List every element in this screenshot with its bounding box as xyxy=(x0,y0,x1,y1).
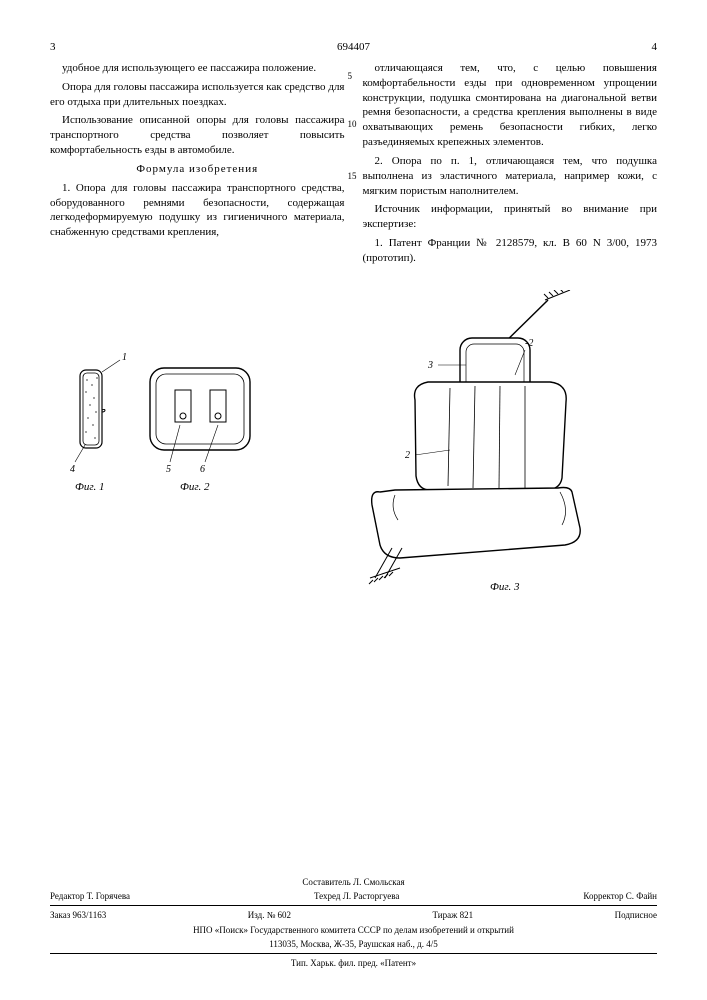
footer-editor: Редактор Т. Горячева xyxy=(50,890,130,902)
line-marker-15: 15 xyxy=(348,170,357,182)
fig3-ref3: 3 xyxy=(427,360,433,371)
formula-title: Формула изобретения xyxy=(50,162,345,177)
document-number: 694407 xyxy=(70,40,637,55)
text-columns: удобное для использующего ее пассажира п… xyxy=(50,61,657,270)
footer-tip: Тип. Харьк. фил. пред. «Патент» xyxy=(50,956,657,970)
left-column: удобное для использующего ее пассажира п… xyxy=(50,61,345,270)
right-p2: 2. Опора по п. 1, отличающаяся тем, что … xyxy=(363,154,658,199)
footer-address: 113035, Москва, Ж-35, Раушская наб., д. … xyxy=(50,937,657,951)
right-column: отличающаяся тем, что, с целью повышения… xyxy=(363,61,658,270)
left-p1: удобное для использующего ее пассажира п… xyxy=(50,61,345,76)
figure-1: 1 4 Фиг. 1 xyxy=(70,352,127,493)
fig2-ref6: 6 xyxy=(200,464,205,475)
fig2-ref5: 5 xyxy=(166,464,171,475)
left-p4: 1. Опора для головы пассажира транспортн… xyxy=(50,181,345,240)
right-p4: 1. Патент Франции № 2128579, кл. B 60 N … xyxy=(363,236,658,266)
line-marker-5: 5 xyxy=(348,70,353,82)
page-header: 3 694407 4 xyxy=(50,40,657,55)
footer-corrector: Корректор С. Файн xyxy=(583,890,657,902)
figure-2: 5 6 Фиг. 2 xyxy=(150,368,250,493)
footer: Составитель Л. Смольская Редактор Т. Гор… xyxy=(50,875,657,970)
footer-npo: НПО «Поиск» Государственного комитета СС… xyxy=(50,923,657,937)
fig1-ref4: 4 xyxy=(70,464,75,475)
figure-area: 1 4 Фиг. 1 5 6 Фиг. 2 xyxy=(50,290,657,630)
footer-techred: Техред Л. Расторгуева xyxy=(314,890,399,902)
footer-izd: Изд. № 602 xyxy=(248,909,291,921)
page-number-right: 4 xyxy=(637,40,657,55)
right-p1: отличающаяся тем, что, с целью повышения… xyxy=(363,61,658,150)
fig3-label: Фиг. 3 xyxy=(490,581,520,593)
fig3-ref2: 2 xyxy=(405,450,410,461)
figure-3: 3 2 -2 xyxy=(369,290,580,593)
right-p3: Источник информации, принятый во внимани… xyxy=(363,202,658,232)
footer-compiler: Составитель Л. Смольская xyxy=(50,875,657,889)
footer-order: Заказ 963/1163 xyxy=(50,909,106,921)
fig1-ref1: 1 xyxy=(122,352,127,363)
footer-tirazh: Тираж 821 xyxy=(433,909,474,921)
line-marker-10: 10 xyxy=(348,118,357,130)
fig2-label: Фиг. 2 xyxy=(180,481,210,493)
fig1-label: Фиг. 1 xyxy=(75,481,105,493)
left-p2: Опора для головы пассажира используется … xyxy=(50,80,345,110)
figures-svg: 1 4 Фиг. 1 5 6 Фиг. 2 xyxy=(50,290,657,630)
page-number-left: 3 xyxy=(50,40,70,55)
fig3-ref-neg2: -2 xyxy=(525,338,533,349)
footer-podpisnoe: Подписное xyxy=(615,909,657,921)
left-p3: Использование описанной опоры для головы… xyxy=(50,113,345,158)
